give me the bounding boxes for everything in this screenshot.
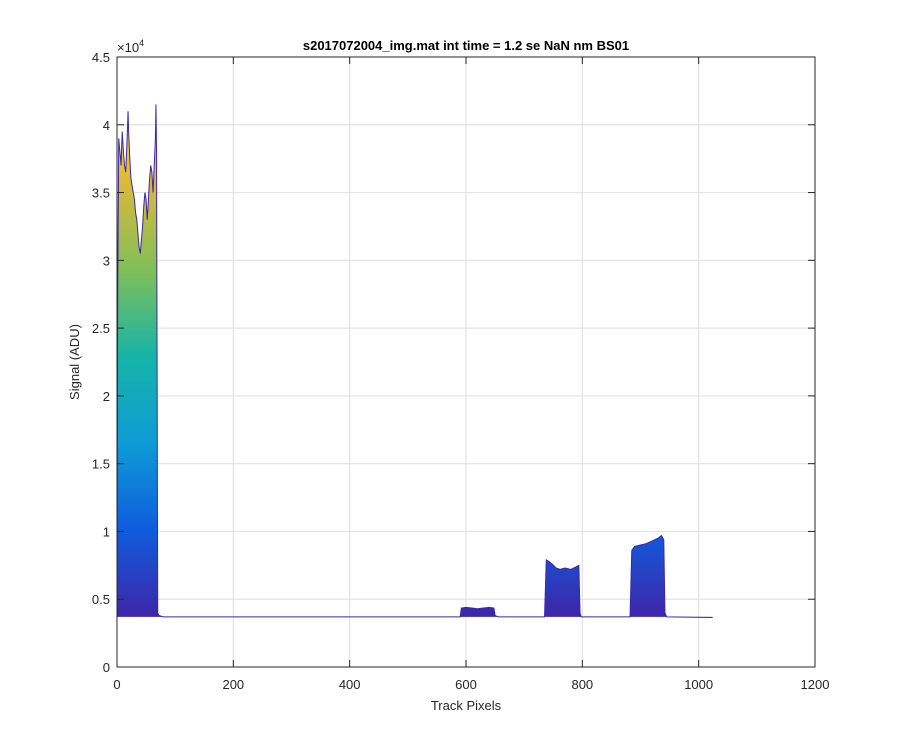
y-tick-label: 1.5: [92, 457, 110, 472]
y-tick-label: 2.5: [92, 321, 110, 336]
x-tick-label: 600: [455, 677, 477, 692]
y-axis-label: Signal (ADU): [67, 324, 82, 400]
x-tick-label: 1000: [684, 677, 713, 692]
x-axis-label: Track Pixels: [431, 698, 502, 713]
chart-title: s2017072004_img.mat int time = 1.2 se Na…: [303, 38, 629, 53]
x-tick-label: 400: [339, 677, 361, 692]
y-tick-label: 0: [103, 660, 110, 675]
y-tick-label: 0.5: [92, 592, 110, 607]
grid: [117, 57, 815, 667]
x-tick-label: 200: [222, 677, 244, 692]
y-tick-label: 3.5: [92, 186, 110, 201]
y-exponent-base: 10: [125, 40, 139, 55]
y-exponent-label: ×104: [117, 38, 144, 55]
x-tick-label: 1200: [801, 677, 830, 692]
y-tick-label: 2: [103, 389, 110, 404]
data-layer: [117, 104, 713, 619]
series-line: [117, 104, 713, 619]
ticks: 0 200 400 600 800 1000 1200 0 0.5 1 1.5 2 2.5 3 3.5 4 4.…: [92, 50, 830, 692]
y-tick-label: 1: [103, 524, 110, 539]
y-tick-label: 4.5: [92, 50, 110, 65]
y-tick-label: 3: [103, 253, 110, 268]
series-area: [117, 104, 713, 618]
x-tick-label: 0: [113, 677, 120, 692]
y-exponent-multiplier: ×: [117, 40, 125, 55]
y-exponent-power: 4: [139, 38, 144, 48]
x-tick-label: 800: [571, 677, 593, 692]
y-tick-label: 4: [103, 118, 110, 133]
